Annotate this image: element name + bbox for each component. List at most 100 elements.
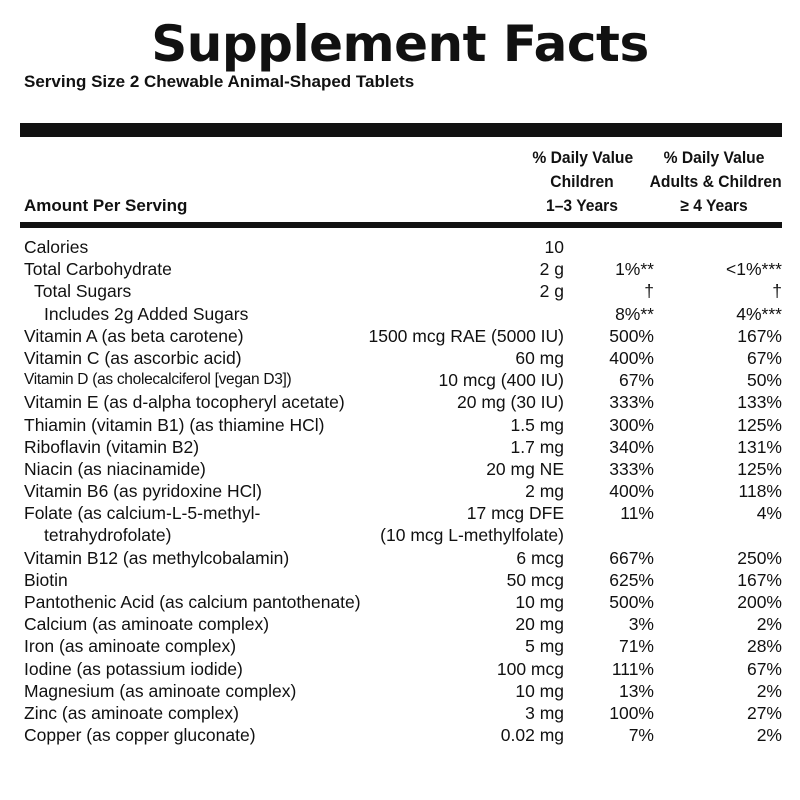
- nutrient-amount: 10 mg: [515, 592, 564, 612]
- nutrient-name: Zinc (as aminoate complex): [24, 702, 239, 723]
- nutrient-name: Vitamin E (as d-alpha tocopheryl acetate…: [24, 392, 345, 413]
- nutrient-name: Magnesium (as aminoate complex): [24, 680, 297, 701]
- nutrient-name: Vitamin D (as cholecalciferol [vegan D3]…: [24, 371, 292, 389]
- adults-dv-header: % Daily Value Adults & Children ≥ 4 Year…: [649, 146, 782, 218]
- nutrient-name: Thiamin (vitamin B1) (as thiamine HCl): [24, 414, 325, 435]
- children-dv: 500%: [609, 592, 654, 612]
- adults-header-line: Adults & Children: [649, 172, 782, 191]
- nutrient-amount: 1.5 mg: [510, 414, 565, 435]
- adults-dv: 118%: [738, 481, 782, 502]
- nutrient-row: Calcium (as aminoate complex) 20 mg 3% 2…: [24, 613, 782, 635]
- children-dv: 333%: [609, 458, 654, 479]
- nutrient-name: Calories: [24, 237, 89, 257]
- nutrient-row: Vitamin A (as beta carotene) 1500 mcg RA…: [24, 325, 782, 347]
- panel-title: Supplement Facts: [151, 15, 649, 73]
- adults-dv: 28%: [746, 636, 782, 657]
- nutrient-row: Total Carbohydrate 2 g 1%** <1%***: [24, 258, 782, 280]
- nutrient-name: Iodine (as potassium iodide): [24, 658, 243, 679]
- nutrient-amount: 17 mcg DFE: [466, 503, 564, 524]
- children-dv: 625%: [609, 569, 654, 590]
- nutrient-row: Vitamin E (as d-alpha tocopheryl acetate…: [24, 391, 782, 413]
- adults-dv: 125%: [737, 414, 782, 435]
- nutrient-row: Total Sugars 2 g † †: [24, 280, 782, 302]
- adults-dv: 4%: [756, 503, 782, 524]
- nutrient-row: Magnesium (as aminoate complex) 10 mg 13…: [24, 680, 782, 702]
- nutrient-amount: 2 g: [539, 281, 564, 302]
- nutrient-name: Vitamin B12 (as methylcobalamin): [24, 547, 290, 568]
- children-dv: 1%**: [615, 259, 654, 280]
- nutrient-row: Folate (as calcium-L-5-methyl- 17 mcg DF…: [24, 502, 782, 524]
- nutrient-row: tetrahydrofolate) (10 mcg L-methylfolate…: [24, 524, 782, 546]
- adults-dv: <1%***: [726, 259, 782, 280]
- amount-per-serving-label: Amount Per Serving: [24, 196, 188, 215]
- nutrient-name: Niacin (as niacinamide): [24, 458, 206, 479]
- children-dv: 3%: [628, 614, 654, 635]
- nutrient-row: Riboflavin (vitamin B2) 1.7 mg 340% 131%: [24, 436, 782, 458]
- adults-dv: 67%: [746, 658, 782, 679]
- adults-dv: 133%: [737, 392, 782, 413]
- nutrient-amount: 1.7 mg: [510, 436, 565, 457]
- nutrient-name: Total Sugars: [34, 281, 132, 302]
- nutrient-amount: 20 mg NE: [486, 458, 564, 479]
- adults-dv: 200%: [737, 592, 782, 612]
- nutrient-amount: 3 mg: [525, 702, 564, 723]
- nutrient-amount: 1500 mcg RAE (5000 IU): [368, 325, 564, 346]
- adults-dv: 27%: [746, 702, 782, 723]
- adults-dv: 167%: [737, 325, 782, 346]
- children-dv: †: [644, 281, 654, 302]
- nutrient-name: Folate (as calcium-L-5-methyl-: [24, 503, 261, 524]
- adults-dv: 125%: [737, 458, 782, 479]
- nutrient-row: Vitamin B12 (as methylcobalamin) 6 mcg 6…: [24, 547, 782, 569]
- nutrient-row: Niacin (as niacinamide) 20 mg NE 333% 12…: [24, 458, 782, 480]
- children-dv: 400%: [609, 481, 654, 502]
- children-dv: 13%: [618, 680, 654, 701]
- nutrient-row: Vitamin B6 (as pyridoxine HCl) 2 mg 400%…: [24, 480, 782, 502]
- nutrient-row: Iron (as aminoate complex) 5 mg 71% 28%: [24, 635, 782, 657]
- nutrient-amount: (10 mcg L-methylfolate): [380, 525, 564, 546]
- nutrient-amount: 10 mg: [515, 680, 564, 701]
- nutrient-amount: 20 mg: [515, 614, 564, 635]
- nutrient-name: Biotin: [24, 569, 68, 590]
- adults-dv: 250%: [737, 547, 782, 568]
- adults-dv: 2%: [756, 680, 782, 701]
- nutrient-amount: 6 mcg: [516, 547, 564, 568]
- children-dv: 500%: [609, 325, 654, 346]
- children-dv: 667%: [609, 547, 654, 568]
- adults-dv: 167%: [737, 569, 782, 590]
- nutrient-name: Vitamin C (as ascorbic acid): [24, 347, 242, 368]
- nutrient-name: Calcium (as aminoate complex): [24, 614, 270, 635]
- thick-divider: [20, 123, 782, 137]
- nutrient-row: Zinc (as aminoate complex) 3 mg 100% 27%: [24, 702, 782, 724]
- nutrient-name: Iron (as aminoate complex): [24, 636, 237, 657]
- nutrient-amount: 50 mcg: [506, 569, 564, 590]
- adults-dv: 4%***: [736, 303, 782, 324]
- children-dv: 8%**: [615, 303, 654, 324]
- children-dv: 340%: [609, 436, 654, 457]
- nutrient-name: Vitamin A (as beta carotene): [24, 325, 244, 346]
- children-dv: 400%: [609, 347, 654, 368]
- nutrient-row: Thiamin (vitamin B1) (as thiamine HCl) 1…: [24, 414, 782, 436]
- children-dv: 11%: [620, 503, 654, 524]
- nutrient-name: tetrahydrofolate): [44, 525, 172, 546]
- nutrient-row: Includes 2g Added Sugars 8%** 4%***: [24, 303, 782, 325]
- nutrient-row: Iodine (as potassium iodide) 100 mcg 111…: [24, 658, 782, 680]
- children-header-line: % Daily Value: [532, 148, 634, 167]
- children-dv: 333%: [609, 392, 654, 413]
- adults-dv: 131%: [737, 436, 782, 457]
- nutrient-row: Pantothenic Acid (as calcium pantothenat…: [24, 591, 782, 613]
- nutrient-amount: 100 mcg: [496, 658, 564, 679]
- children-dv: 71%: [618, 636, 654, 657]
- children-dv: 300%: [609, 414, 654, 435]
- nutrient-row: Calories 10: [24, 236, 782, 258]
- nutrient-amount: 10 mcg (400 IU): [438, 370, 564, 391]
- nutrient-name: Vitamin B6 (as pyridoxine HCl): [24, 481, 262, 502]
- nutrient-row: Vitamin D (as cholecalciferol [vegan D3]…: [24, 369, 782, 391]
- adults-header-line: ≥ 4 Years: [680, 196, 748, 215]
- adults-dv: 2%: [756, 614, 782, 635]
- children-header-line: Children: [550, 172, 614, 191]
- children-dv-header: % Daily Value Children 1–3 Years: [532, 146, 634, 218]
- adults-dv: 2%: [756, 725, 782, 746]
- adults-header-line: % Daily Value: [663, 148, 765, 167]
- adults-dv: 50%: [746, 370, 782, 391]
- nutrient-row: Copper (as copper gluconate) 0.02 mg 7% …: [24, 724, 782, 746]
